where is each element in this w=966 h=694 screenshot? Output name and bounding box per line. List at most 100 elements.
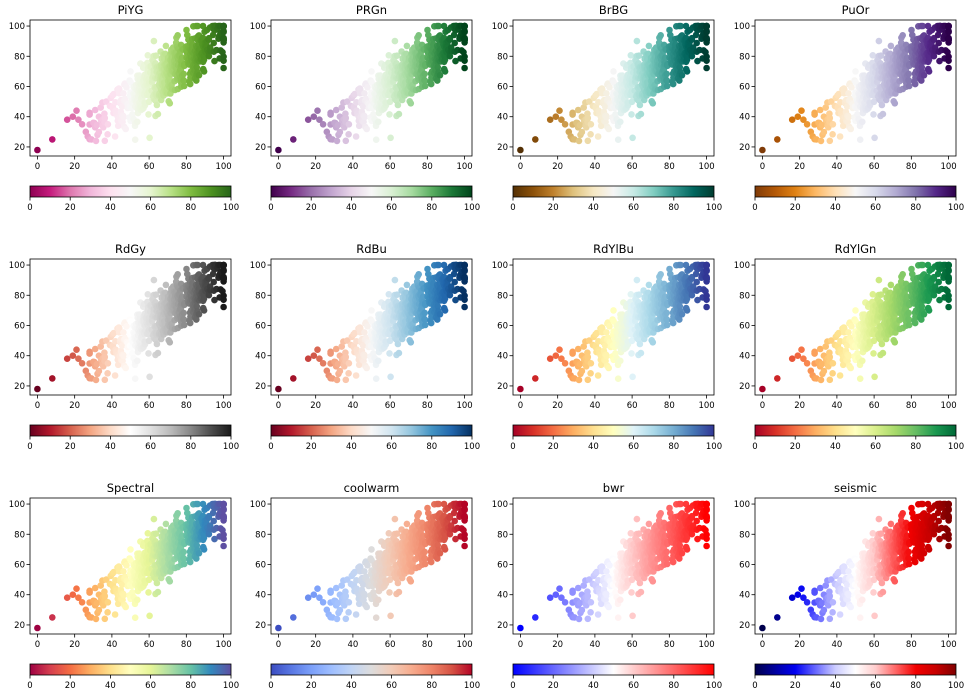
x-tick-label: 80	[906, 162, 917, 172]
panel-title: Spectral	[107, 481, 154, 495]
scatter-point	[461, 292, 468, 300]
scatter-point	[605, 125, 612, 133]
x-tick-label: 20	[310, 401, 321, 411]
scatter-point	[205, 52, 213, 60]
scatter-point	[461, 36, 468, 43]
scatter-point	[101, 353, 109, 361]
colorbar-tick-label: 0	[752, 442, 757, 452]
scatter-point	[101, 114, 109, 122]
scatter-point	[120, 113, 127, 121]
panel-title: RdGy	[115, 242, 146, 256]
scatter-point	[386, 98, 394, 106]
scatter-point	[856, 375, 864, 383]
scatter-point	[610, 68, 617, 75]
scatter-point	[290, 375, 297, 382]
y-tick-label: 100	[250, 22, 266, 32]
scatter-point	[945, 275, 952, 282]
colorbar-tick-label: 0	[27, 442, 32, 452]
panel-title: PRGn	[356, 3, 387, 17]
scatter-point	[879, 349, 887, 357]
scatter-point	[945, 303, 952, 311]
y-tick-label: 20	[497, 382, 508, 392]
scatter-point	[774, 375, 781, 382]
scatter-point	[220, 53, 227, 60]
colorbar-tick-label: 80	[910, 442, 921, 452]
x-tick-label: 60	[869, 401, 880, 411]
x-tick-label: 0	[35, 162, 40, 172]
scatter-point	[905, 82, 913, 90]
scatter-point	[342, 353, 350, 361]
colorbar-tick-label: 20	[65, 203, 76, 213]
scatter-point	[345, 121, 353, 128]
scatter-point	[811, 111, 818, 118]
x-tick-label: 40	[589, 162, 600, 172]
scatter-point	[587, 370, 594, 377]
scatter-point	[811, 350, 818, 357]
y-tick-label: 100	[250, 261, 266, 271]
scatter-point	[603, 352, 610, 360]
x-tick-label: 40	[347, 401, 358, 411]
scatter-point	[532, 136, 539, 143]
y-tick-label: 60	[739, 82, 750, 92]
y-tick-label: 20	[255, 143, 266, 153]
scatter-point	[153, 101, 161, 109]
colorbar-tick-label: 0	[27, 203, 32, 213]
y-tick-label: 20	[739, 143, 750, 153]
scatter-point	[363, 364, 371, 372]
x-tick-label: 60	[144, 162, 155, 172]
scatter-point	[845, 113, 852, 121]
y-tick-label: 80	[497, 291, 508, 301]
scatter-point	[110, 90, 118, 98]
y-tick-label: 20	[497, 143, 508, 153]
scatter-point	[195, 72, 203, 79]
colorbar-tick-label: 100	[948, 203, 964, 213]
scatter-point	[887, 281, 895, 289]
x-tick-label: 40	[347, 162, 358, 172]
x-tick-label: 80	[664, 401, 675, 411]
scatter-point	[415, 271, 423, 278]
scatter-point	[703, 64, 710, 72]
x-tick-label: 100	[456, 162, 472, 172]
x-tick-label: 20	[69, 401, 80, 411]
scatter-point	[361, 113, 369, 121]
scatter-point	[116, 86, 123, 93]
colorbar-tick-label: 100	[464, 203, 480, 213]
colorbar-tick-label: 0	[510, 442, 515, 452]
scatter-point	[421, 309, 429, 317]
scatter-point	[104, 370, 111, 377]
scatter-point	[368, 68, 375, 75]
scatter-point	[78, 599, 86, 606]
scatter-point	[387, 373, 394, 381]
y-tick-label: 40	[497, 352, 508, 362]
scatter-point	[361, 352, 369, 360]
x-tick-label: 60	[869, 162, 880, 172]
scatter-point	[162, 281, 170, 289]
scatter-point	[407, 100, 415, 107]
scatter-point	[645, 281, 653, 289]
scatter-point	[327, 111, 334, 118]
scatter-point	[34, 146, 41, 154]
scatter-point	[345, 131, 352, 138]
scatter-point	[703, 53, 710, 60]
scatter-point	[49, 136, 56, 143]
scatter-point	[856, 136, 864, 143]
scatter-point	[319, 121, 327, 128]
scatter-point	[878, 101, 886, 109]
y-tick-label: 80	[255, 52, 266, 62]
scatter-point	[275, 146, 282, 154]
scatter-point	[703, 292, 710, 300]
scatter-point	[852, 68, 859, 75]
scatter-point	[386, 350, 393, 357]
scatter-point	[517, 385, 524, 393]
scatter-point	[403, 281, 411, 289]
colorbar-tick-label: 60	[145, 442, 156, 452]
scatter-point	[614, 375, 622, 383]
scatter-point	[338, 104, 346, 111]
y-tick-label: 80	[497, 52, 508, 62]
scatter-point	[441, 307, 449, 314]
scatter-point	[703, 275, 710, 282]
